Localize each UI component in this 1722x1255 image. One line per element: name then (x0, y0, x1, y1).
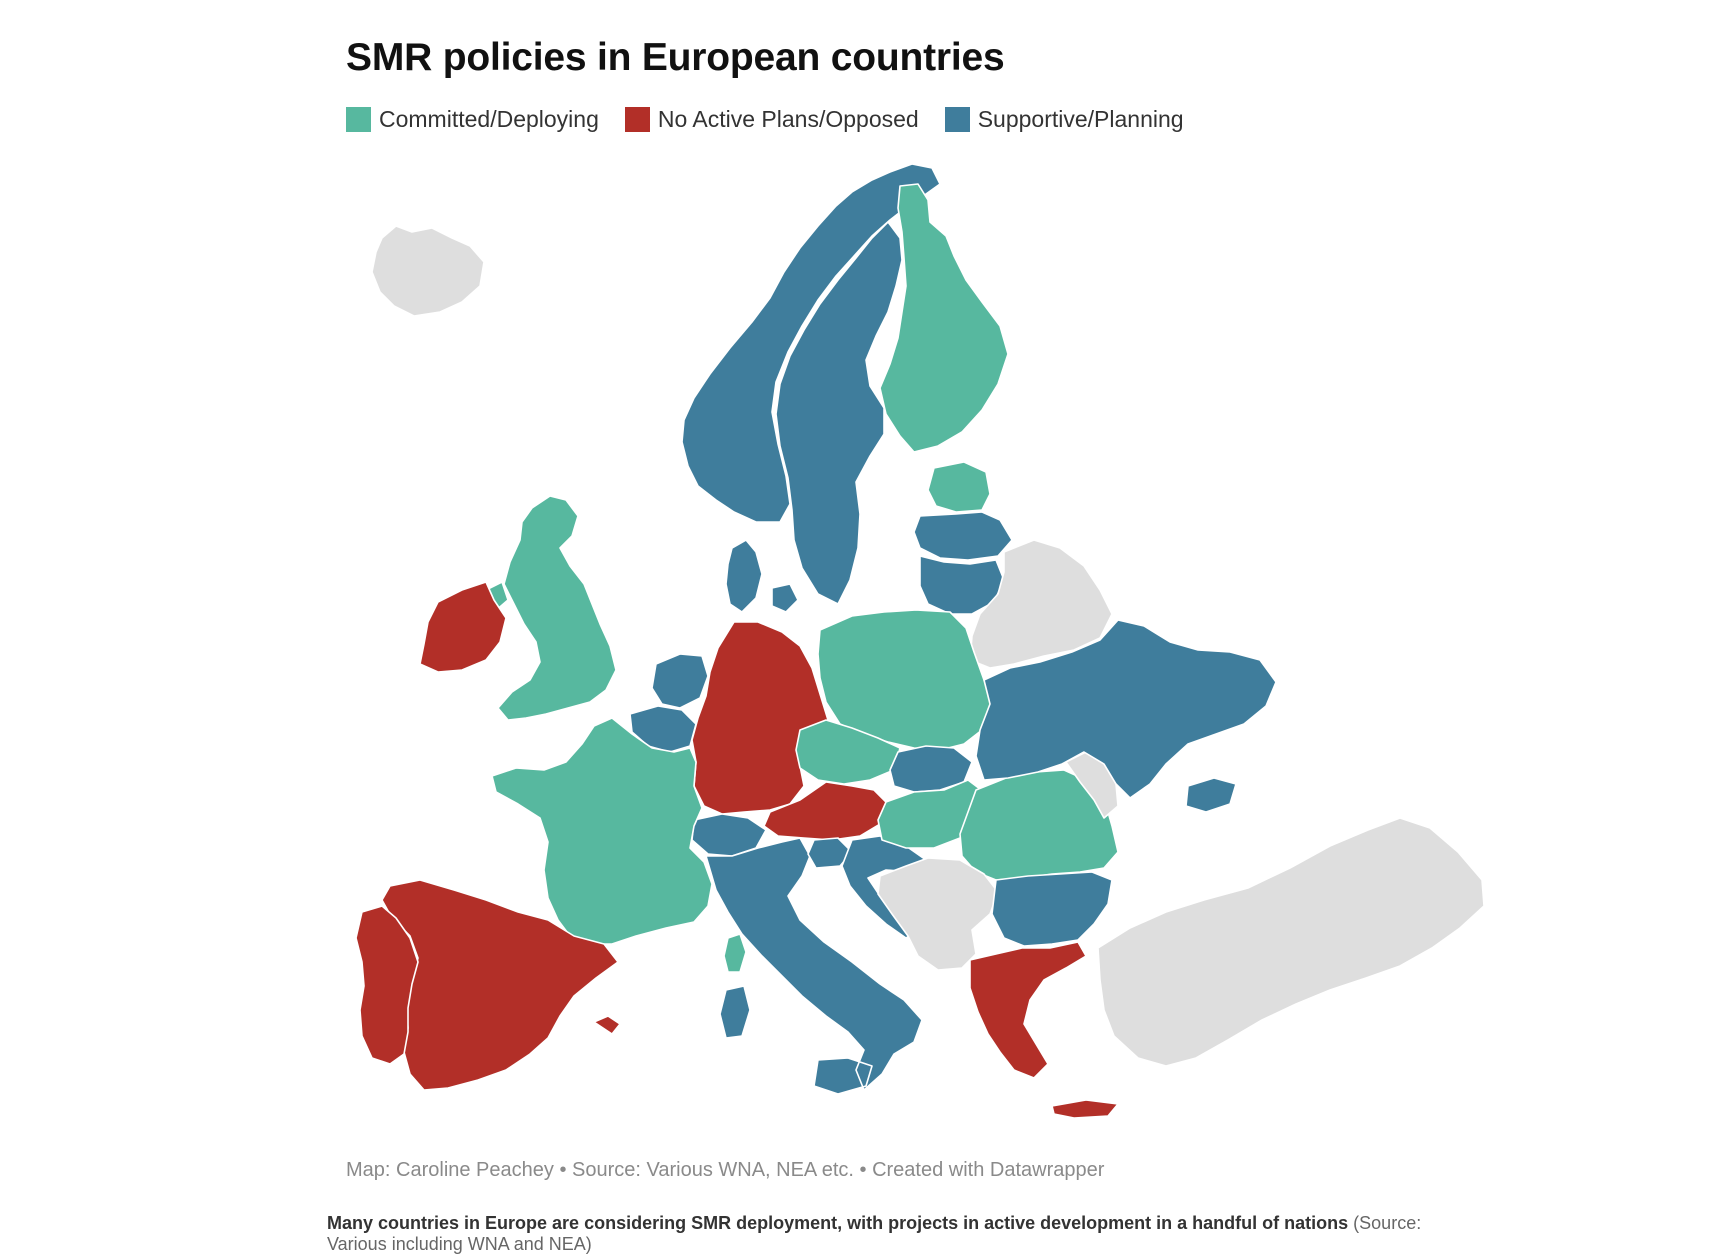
country-belgium[interactable] (629, 705, 697, 753)
country-norway[interactable] (681, 163, 941, 523)
map-title: SMR policies in European countries (346, 36, 1005, 79)
country-iceland[interactable] (371, 225, 485, 317)
europe-map (355, 163, 1485, 1119)
legend-swatch-opposed (624, 107, 650, 132)
legend-label-opposed: No Active Plans/Opposed (657, 106, 919, 132)
country-sweden[interactable] (775, 221, 903, 605)
caption-text: Many countries in Europe are considering… (327, 1213, 1349, 1233)
country-estonia[interactable] (927, 461, 991, 513)
country-finland[interactable] (879, 183, 1009, 453)
country-germany[interactable] (691, 621, 829, 815)
country-czechia[interactable] (795, 719, 901, 785)
legend: Committed/Deploying No Active Plans/Oppo… (346, 106, 1210, 133)
legend-swatch-supportive (944, 107, 970, 132)
country-turkey[interactable] (1097, 817, 1485, 1067)
legend-label-supportive: Supportive/Planning (977, 106, 1184, 132)
caption-source: (Source: Various including WNA and NEA) (327, 1213, 1422, 1254)
legend-swatch-committed (346, 107, 371, 132)
legend-item-supportive: Supportive/Planning (944, 106, 1184, 133)
country-france[interactable] (491, 717, 713, 945)
legend-item-opposed: No Active Plans/Opposed (624, 106, 919, 133)
country-bulgaria[interactable] (991, 871, 1113, 947)
figure-caption: Many countries in Europe are considering… (327, 1213, 1477, 1255)
map-credit: Map: Caroline Peachey • Source: Various … (346, 1159, 1105, 1181)
country-ireland[interactable] (419, 581, 507, 673)
legend-item-committed: Committed/Deploying (346, 106, 599, 133)
country-france-corsica[interactable] (723, 933, 747, 973)
country-poland[interactable] (817, 609, 995, 751)
country-denmark[interactable] (725, 539, 799, 613)
country-portugal[interactable] (355, 905, 419, 1065)
country-greece[interactable] (969, 941, 1119, 1119)
country-latvia[interactable] (913, 511, 1013, 561)
country-ukraine[interactable] (975, 619, 1277, 813)
country-slovenia[interactable] (807, 837, 853, 869)
country-netherlands[interactable] (651, 653, 709, 709)
country-italy[interactable] (705, 837, 923, 1095)
legend-label-committed: Committed/Deploying (379, 106, 599, 132)
country-western-balkans[interactable] (877, 857, 999, 971)
country-uk[interactable] (481, 495, 617, 721)
country-belarus[interactable] (969, 539, 1113, 669)
